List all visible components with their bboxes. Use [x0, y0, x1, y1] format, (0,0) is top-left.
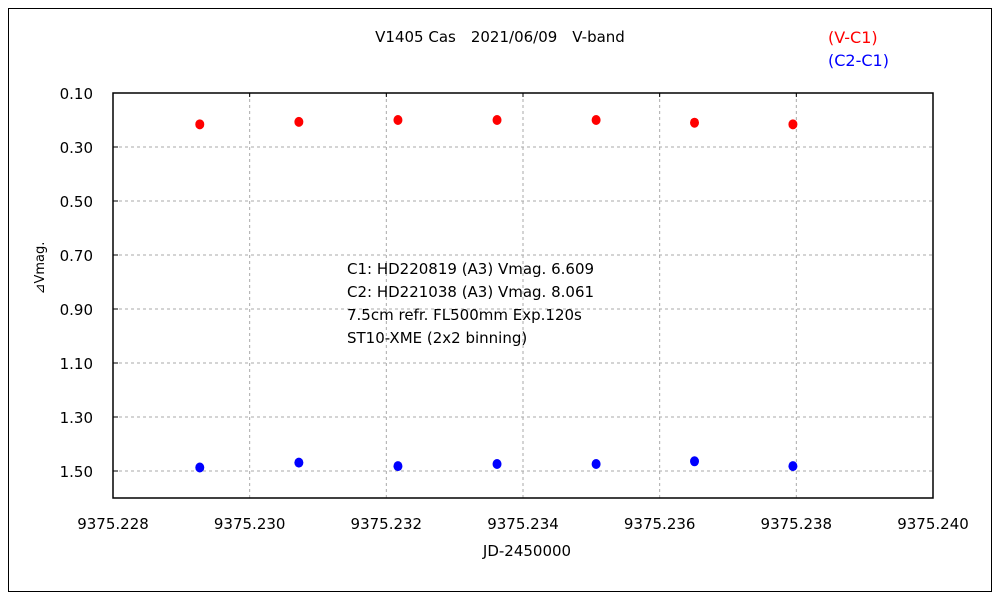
x-tick-label: 9375.232: [351, 515, 423, 533]
y-tick-label: 0.90: [60, 301, 93, 319]
point-v-c1: [393, 115, 403, 125]
chart-title: V1405 Cas 2021/06/09 V-band: [375, 28, 625, 46]
x-tick-label: 9375.240: [897, 515, 969, 533]
legend-c2-c1: (C2-C1): [828, 51, 889, 70]
point-v-c1: [294, 116, 304, 127]
x-tick-label: 9375.236: [624, 515, 696, 533]
point-c2-c1: [195, 462, 205, 473]
y-tick-label: 1.30: [60, 409, 93, 427]
point-v-c1: [492, 115, 502, 125]
annotation-camera: ST10-XME (2x2 binning): [347, 329, 527, 347]
x-tick-label: 9375.228: [77, 515, 149, 533]
point-c2-c1: [788, 461, 798, 472]
x-axis-label: JD-2450000: [482, 542, 571, 560]
y-axis-label: ⊿Vmag.: [33, 242, 48, 295]
point-c2-c1: [690, 456, 700, 467]
point-v-c1: [788, 119, 798, 130]
point-v-c1: [591, 115, 601, 125]
y-tick-label: 0.10: [60, 85, 93, 103]
annotation-telescope: 7.5cm refr. FL500mm Exp.120s: [347, 306, 582, 324]
annotation-c1: C1: HD220819 (A3) Vmag. 6.609: [347, 260, 594, 278]
legend-v-c1: (V-C1): [828, 28, 878, 47]
grid: [113, 93, 933, 498]
point-c2-c1: [492, 458, 502, 469]
point-c2-c1: [294, 457, 304, 468]
point-c2-c1: [393, 461, 403, 472]
y-tick-label: 0.30: [60, 139, 93, 157]
point-v-c1: [195, 119, 205, 130]
y-tick-label: 1.10: [60, 355, 93, 373]
x-tick-label: 9375.238: [761, 515, 833, 533]
y-tick-label: 1.50: [60, 463, 93, 481]
x-tick-label: 9375.230: [214, 515, 286, 533]
point-c2-c1: [591, 458, 601, 469]
x-tick-label: 9375.234: [487, 515, 559, 533]
point-v-c1: [690, 117, 700, 128]
y-tick-label: 0.50: [60, 193, 93, 211]
annotation-c2: C2: HD221038 (A3) Vmag. 8.061: [347, 283, 594, 301]
chart-frame: [8, 8, 992, 592]
y-tick-label: 0.70: [60, 247, 93, 265]
